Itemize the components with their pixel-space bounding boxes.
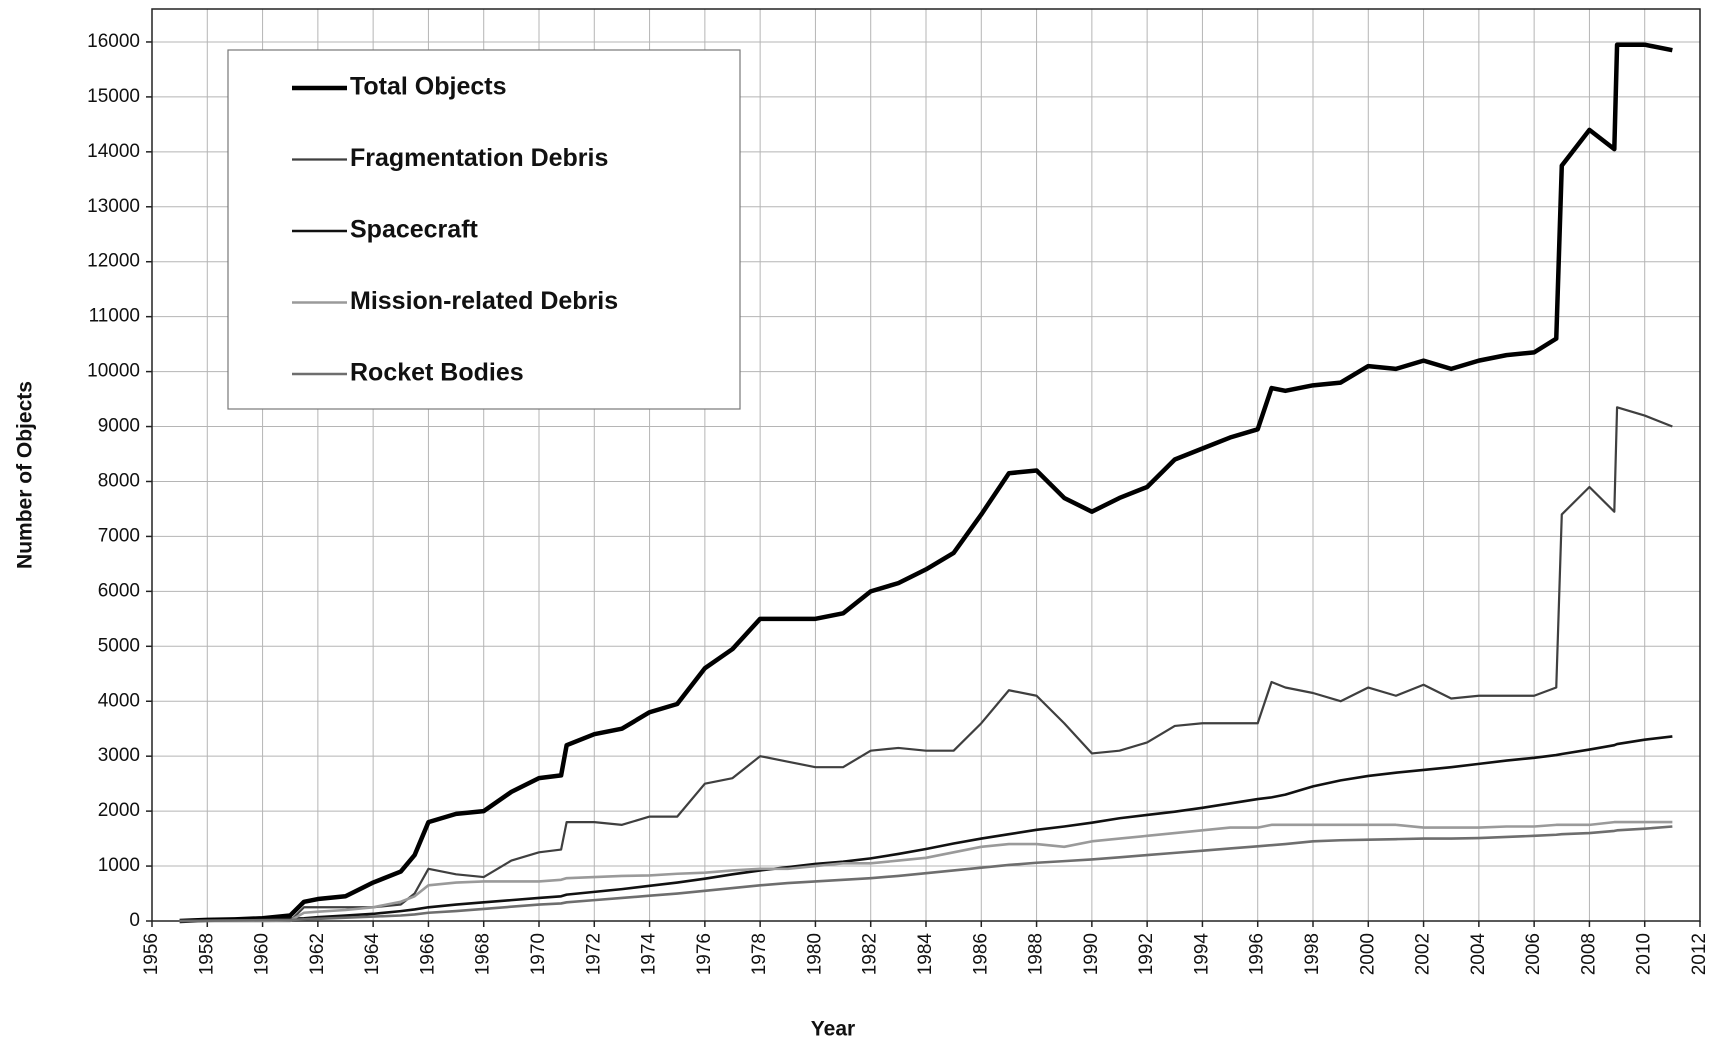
x-tick-label: 1962 xyxy=(307,933,328,975)
x-tick-label: 1994 xyxy=(1191,933,1212,976)
y-tick-label: 8000 xyxy=(98,470,140,491)
y-tick-label: 7000 xyxy=(98,525,140,546)
legend-box xyxy=(227,49,741,410)
x-tick-label: 1988 xyxy=(1026,933,1047,975)
series-line xyxy=(179,735,1673,923)
series-line xyxy=(179,42,1673,924)
y-tick-label: 13000 xyxy=(87,196,140,217)
x-tick-label: 1968 xyxy=(473,933,494,975)
y-tick-label: 4000 xyxy=(98,690,140,711)
y-tick-label: 2000 xyxy=(98,800,140,821)
x-tick-label: 1970 xyxy=(528,933,549,975)
series-line xyxy=(179,825,1673,923)
x-tick-label: 2008 xyxy=(1578,933,1599,975)
x-axis-title: Year xyxy=(811,1018,855,1041)
legend-label: Rocket Bodies xyxy=(350,359,524,387)
x-tick-label: 1964 xyxy=(362,933,383,976)
y-tick-label: 0 xyxy=(129,910,140,931)
x-tick-label: 1956 xyxy=(141,933,162,975)
y-tick-label: 1000 xyxy=(98,855,140,876)
x-tick-label: 1972 xyxy=(583,933,604,975)
x-tick-label: 1978 xyxy=(749,933,770,975)
x-tick-label: 1974 xyxy=(639,933,660,976)
legend-label: Spacecraft xyxy=(350,216,479,244)
x-tick-label: 1986 xyxy=(970,933,991,975)
x-tick-label: 2010 xyxy=(1634,933,1655,975)
x-tick-label: 1992 xyxy=(1136,933,1157,975)
y-tick-label: 14000 xyxy=(87,141,140,162)
y-tick-label: 9000 xyxy=(98,416,140,437)
plot-frame xyxy=(151,8,1701,922)
x-tick-label: 2006 xyxy=(1523,933,1544,975)
y-tick-label: 3000 xyxy=(98,745,140,766)
legend: Total Objects Fragmentation Debris Spacecr… xyxy=(227,49,741,410)
y-tick-label: 5000 xyxy=(98,635,140,656)
x-tick-label: 1966 xyxy=(417,933,438,975)
y-tick-label: 11000 xyxy=(89,306,140,327)
x-tick-label: 1980 xyxy=(804,933,825,975)
series-line xyxy=(179,406,1673,923)
y-tick-label: 6000 xyxy=(98,580,140,601)
legend-label: Total Objects xyxy=(350,73,507,101)
x-tick-label: 1976 xyxy=(694,933,715,975)
y-tick-label: 12000 xyxy=(87,251,140,272)
y-tick-label: 10000 xyxy=(87,361,140,382)
x-tick-label: 1984 xyxy=(915,933,936,976)
x-tick-label: 2000 xyxy=(1357,933,1378,975)
y-tick-label: 16000 xyxy=(87,31,140,52)
x-tick-label: 2004 xyxy=(1468,933,1489,976)
x-tick-label: 1960 xyxy=(252,933,273,975)
legend-label: Fragmentation Debris xyxy=(350,144,608,172)
series-line xyxy=(179,820,1673,923)
x-tick-label: 1998 xyxy=(1302,933,1323,975)
x-tick-label: 1990 xyxy=(1081,933,1102,975)
x-tick-label: 1982 xyxy=(860,933,881,975)
y-axis-title: Number of Objects xyxy=(14,381,37,569)
x-tick-label: 2012 xyxy=(1689,933,1710,975)
x-tick-label: 2002 xyxy=(1413,933,1434,975)
x-tick-label: 1958 xyxy=(196,933,217,975)
legend-label: Mission-related Debris xyxy=(350,287,618,315)
x-tick-label: 1996 xyxy=(1247,933,1268,975)
y-tick-label: 15000 xyxy=(87,86,140,107)
